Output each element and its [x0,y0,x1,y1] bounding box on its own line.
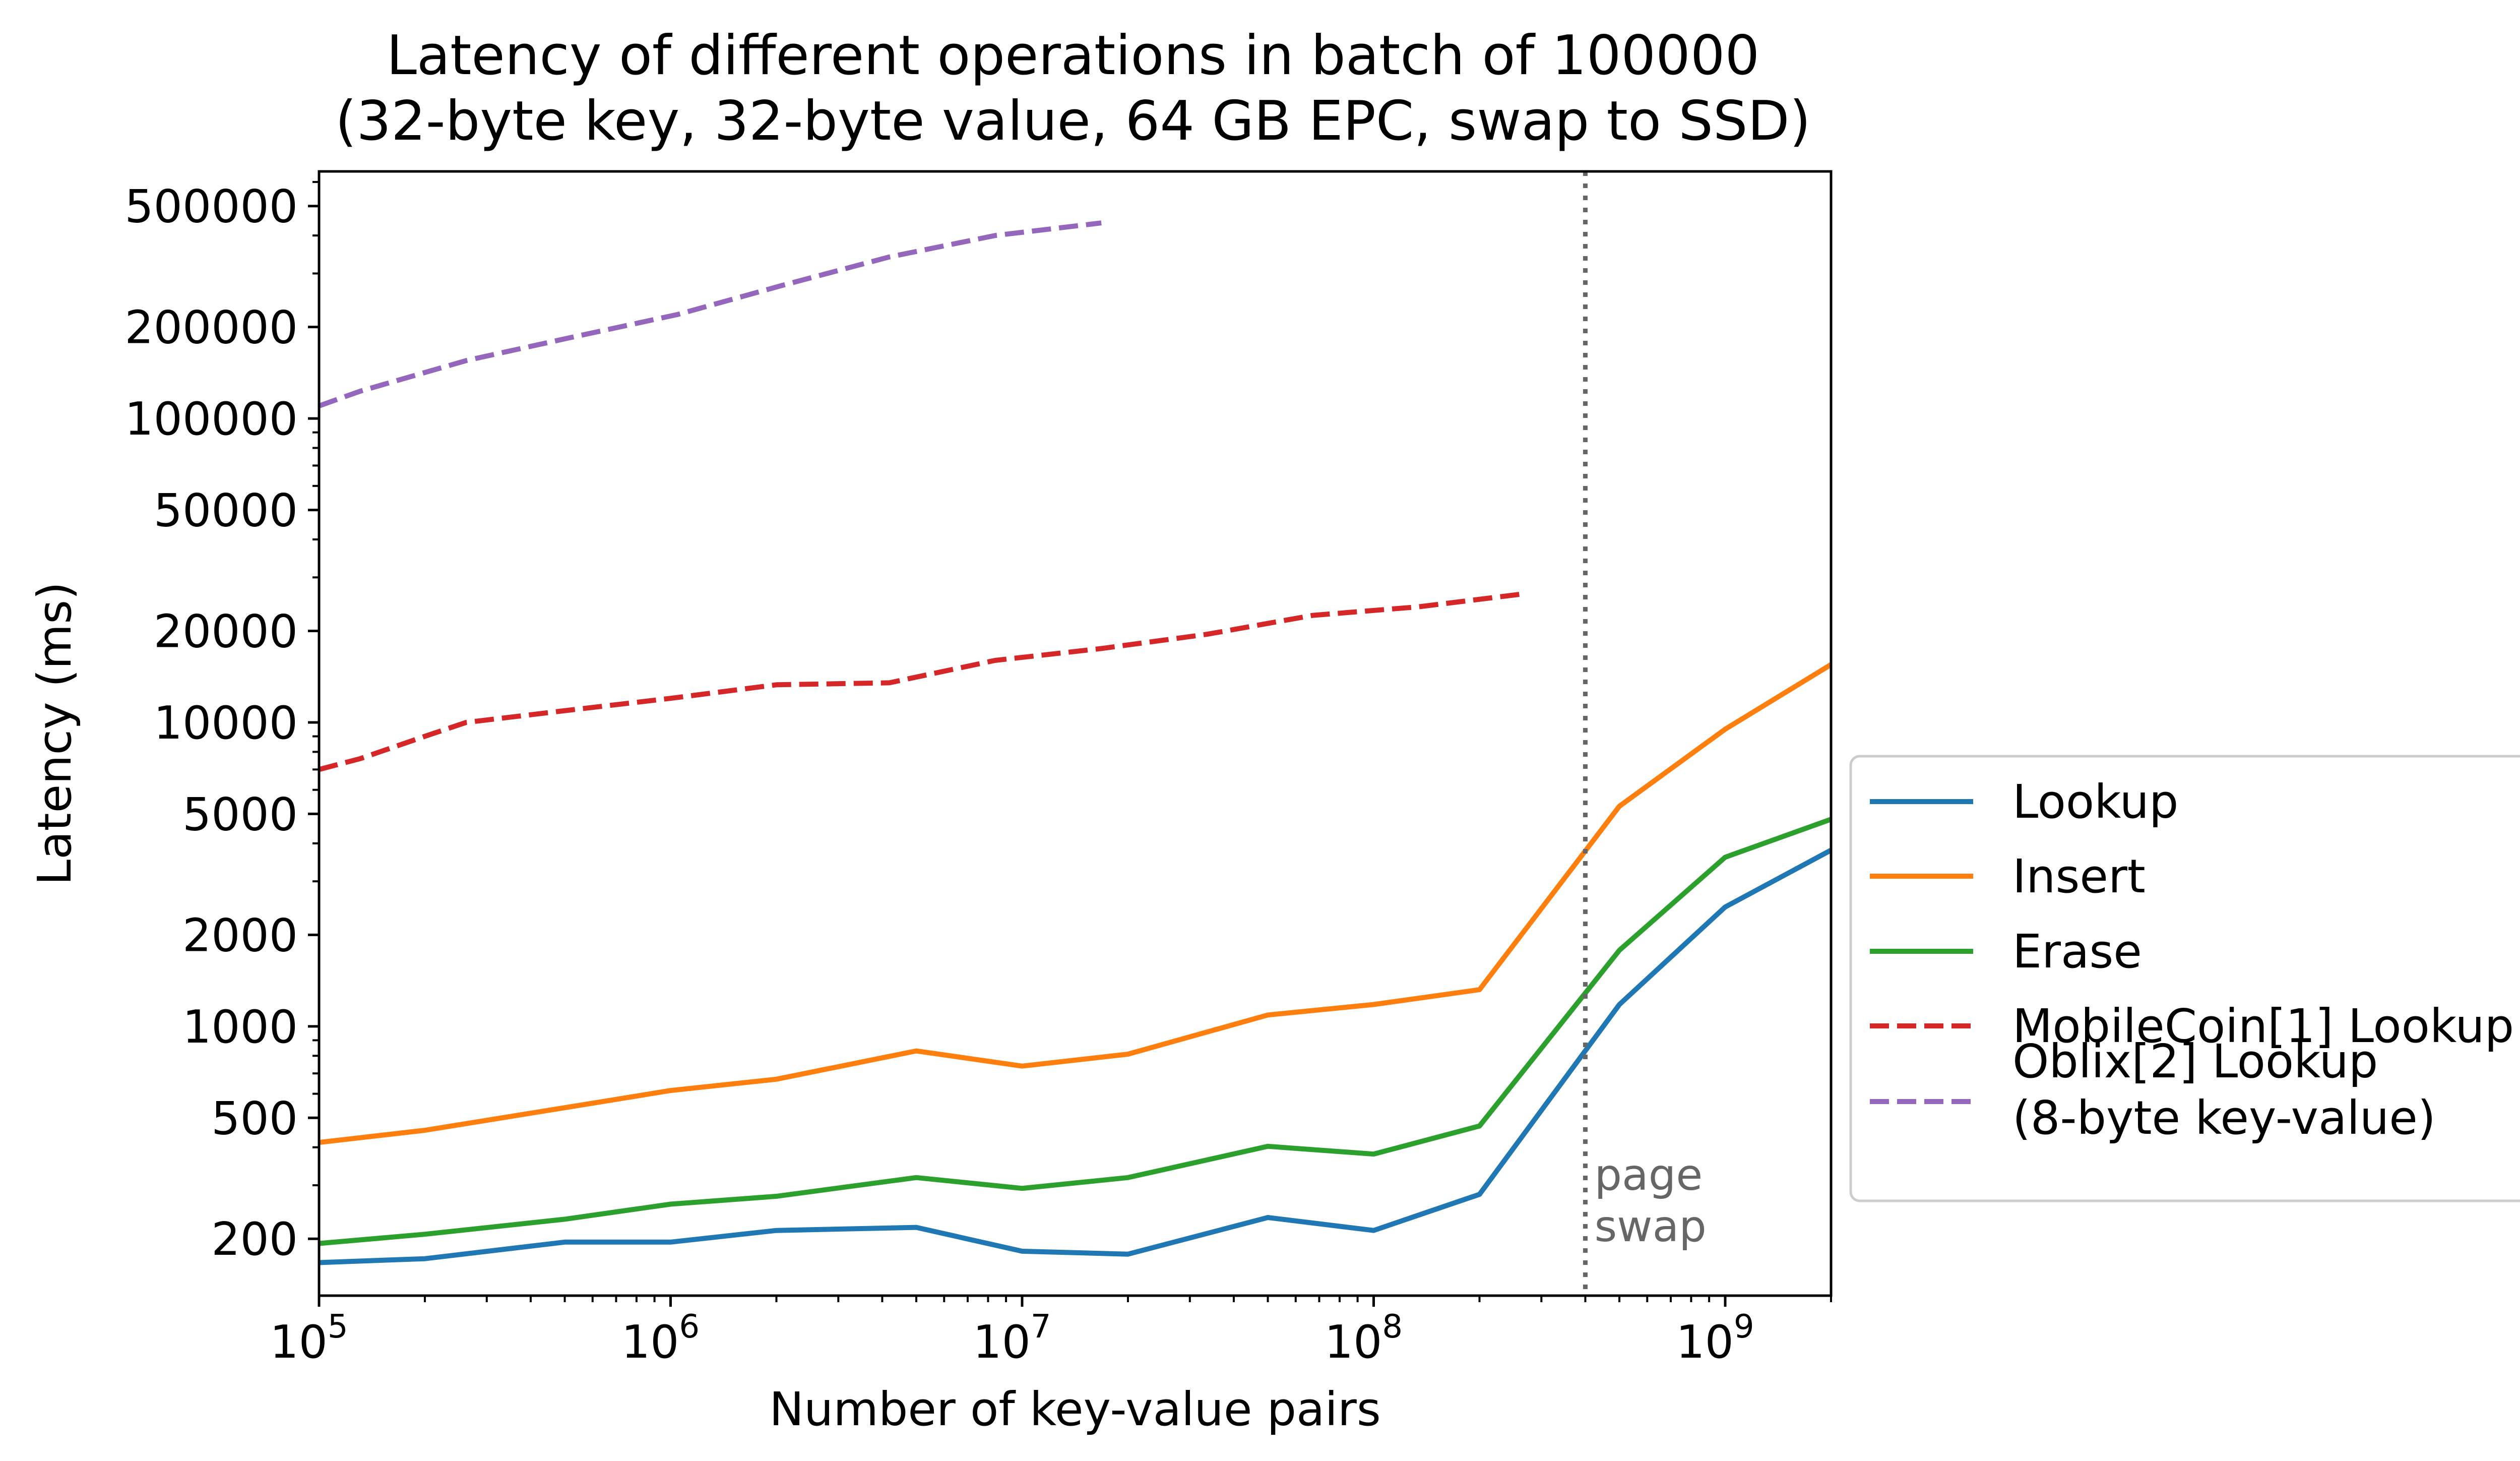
y-tick-label: 200 [211,1213,298,1266]
x-tick-label: 105 [270,1308,348,1369]
x-tick-label: 106 [621,1308,700,1369]
legend-label: (8-byte key-value) [2012,1091,2436,1145]
y-tick-label: 50000 [154,484,298,537]
y-tick-label: 200000 [124,301,298,354]
plot-area [319,171,1831,1296]
annotation-text: swap [1594,1201,1706,1252]
legend-label: Erase [2012,925,2142,979]
annotation-text: page [1594,1150,1703,1200]
y-tick-label: 500 [211,1092,298,1145]
y-tick-label: 500000 [124,180,298,233]
chart-subtitle: (32-byte key, 32-byte value, 64 GB EPC, … [335,90,1811,153]
legend-label: MobileCoin[1] Lookup [2012,999,2514,1053]
x-tick-label: 107 [973,1308,1051,1369]
series-line-erase [319,817,1831,1246]
y-axis-label: Latency (ms) [28,582,82,885]
legend: Lookup Insert Erase MobileCoin[1] LookupObl… [1849,755,2520,1202]
legend-label: Oblix[2] Lookup [2012,1034,2378,1088]
x-axis-label: Number of key-value pairs [769,1382,1381,1436]
chart-title: Latency of different operations in batch… [387,24,1760,87]
series-line-lookup [319,847,1831,1265]
y-tick-label: 1000 [182,1001,298,1054]
series-line-mobilecoin-1-lookup [319,591,1525,772]
legend-label: Insert [2012,849,2146,903]
y-tick-label: 10000 [154,697,298,750]
y-tick-label: 5000 [182,788,298,841]
x-tick-label: 108 [1325,1308,1403,1369]
axes-frame [318,170,1833,1297]
series-line-oblix-2-lookup [319,220,1102,408]
series-line-insert [319,662,1831,1145]
y-tick-label: 2000 [182,909,298,962]
x-tick-label: 109 [1676,1308,1754,1369]
legend-label: Lookup [2012,775,2178,829]
y-tick-label: 20000 [154,605,298,658]
y-tick-label: 100000 [124,393,298,446]
legend-box [1849,755,2520,1202]
